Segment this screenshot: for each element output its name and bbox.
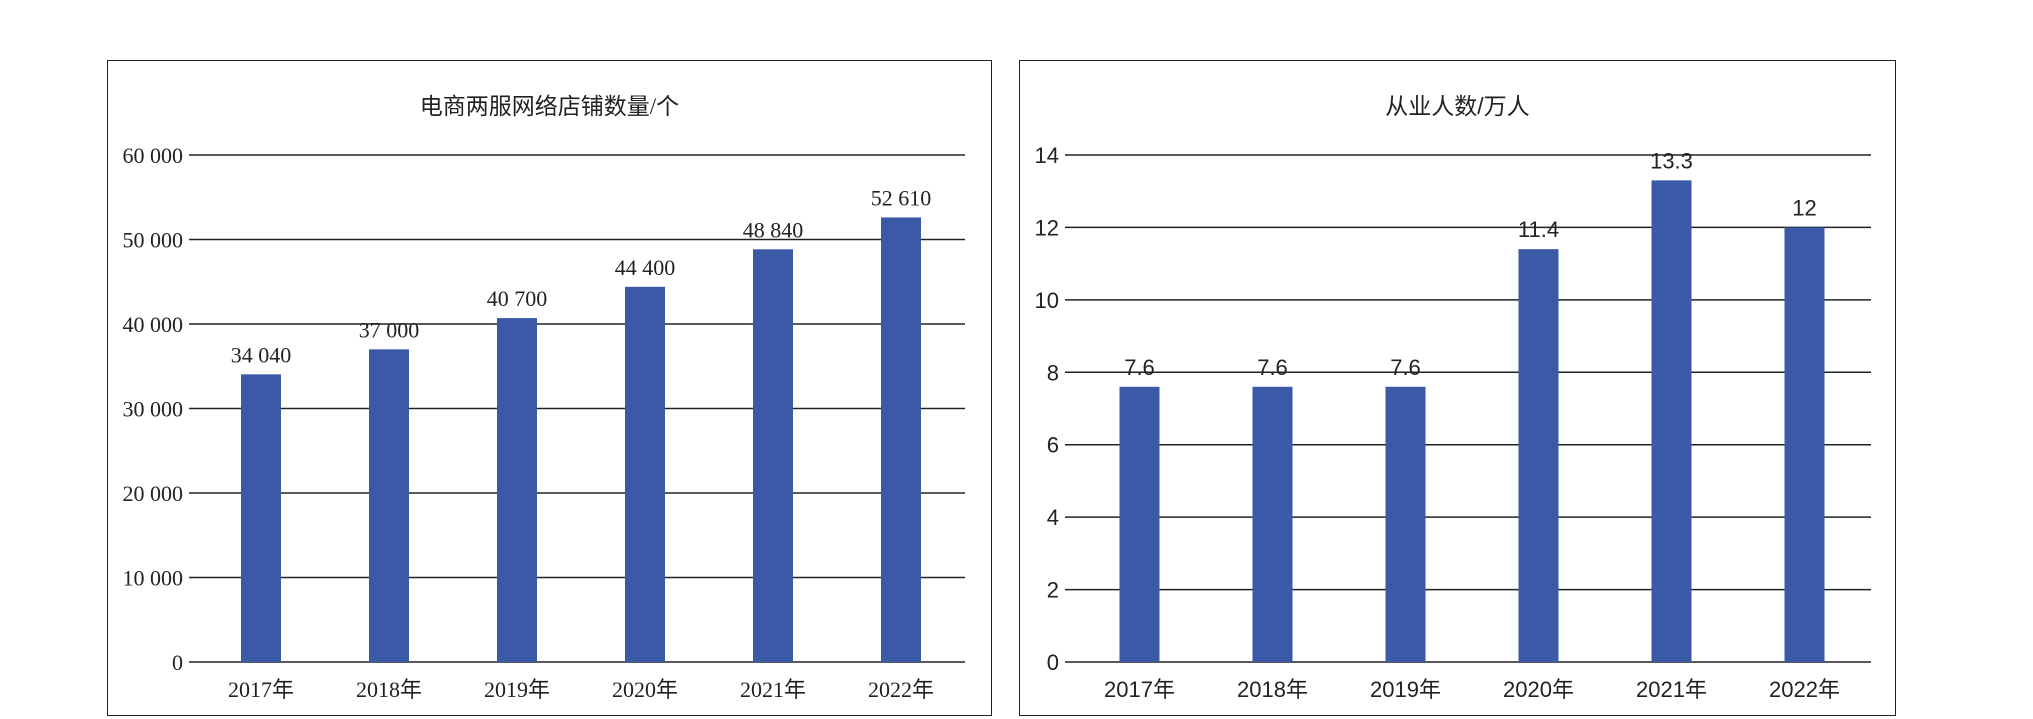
bar-value-label: 7.6 [1390,355,1421,380]
bar [497,318,537,662]
employees-chart-title: 从业人数/万人 [1385,93,1530,119]
bar-value-label: 13.3 [1650,148,1693,173]
x-category-label: 2017年 [228,677,294,702]
y-tick-label: 14 [1035,143,1059,168]
x-category-label: 2019年 [1370,677,1441,702]
y-tick-label: 60 000 [123,143,184,168]
bar [1252,386,1293,662]
bar [881,217,921,662]
x-category-label: 2020年 [1503,677,1574,702]
bar-value-label: 37 000 [359,317,420,342]
y-tick-label: 4 [1047,505,1059,530]
bar-value-label: 52 610 [871,185,932,210]
x-category-label: 2018年 [356,677,422,702]
bar [1385,386,1426,662]
shops-chart-panel: 电商两服网络店铺数量/个 0 10 000 20 000 30 000 40 000 50… [107,60,992,716]
y-tick-label: 0 [1047,650,1059,675]
bar [1518,249,1559,662]
bar [1651,180,1692,662]
bar [753,249,793,662]
x-category-label: 2021年 [1636,677,1707,702]
x-category-label: 2021年 [740,677,806,702]
shops-chart-title: 电商两服网络店铺数量/个 [419,94,680,119]
bar-value-label: 7.6 [1124,355,1155,380]
bar-value-label: 40 700 [487,286,548,311]
bar-value-label: 12 [1792,195,1816,220]
x-category-label: 2022年 [868,677,934,702]
y-tick-label: 12 [1035,215,1059,240]
y-tick-label: 8 [1047,360,1059,385]
y-tick-label: 30 000 [123,397,184,422]
y-tick-label: 10 000 [123,566,184,591]
y-tick-label: 40 000 [123,312,184,337]
y-tick-label: 0 [172,650,183,675]
bar-value-label: 34 040 [231,342,292,367]
bar-value-label: 7.6 [1257,355,1288,380]
x-category-label: 2018年 [1237,677,1308,702]
x-category-label: 2020年 [612,677,678,702]
x-category-label: 2017年 [1104,677,1175,702]
bar [1119,386,1160,662]
bar [625,286,665,662]
y-tick-label: 10 [1035,288,1059,313]
employees-bar-chart: 0 2 4 6 8 10 12 14 7.6 2017年 7.6 2018年 7.6 2019年 11.4 2… [1035,143,1871,702]
y-tick-label: 2 [1047,578,1059,603]
employees-chart-panel: 从业人数/万人 0 2 4 6 8 10 12 14 7.6 2017年 7.6 2018年 7.6 20… [1019,60,1896,716]
bar [241,374,281,662]
y-tick-label: 6 [1047,433,1059,458]
bar-value-label: 11.4 [1518,217,1559,242]
bar [369,349,409,662]
bar-value-label: 48 840 [743,217,804,242]
x-category-label: 2022年 [1769,677,1840,702]
bar-value-label: 44 400 [615,255,676,280]
bar [1784,227,1825,662]
x-category-label: 2019年 [484,677,550,702]
y-tick-label: 20 000 [123,481,184,506]
shops-bar-chart: 0 10 000 20 000 30 000 40 000 50 000 60 000 34 … [123,143,965,702]
y-tick-label: 50 000 [123,228,184,253]
